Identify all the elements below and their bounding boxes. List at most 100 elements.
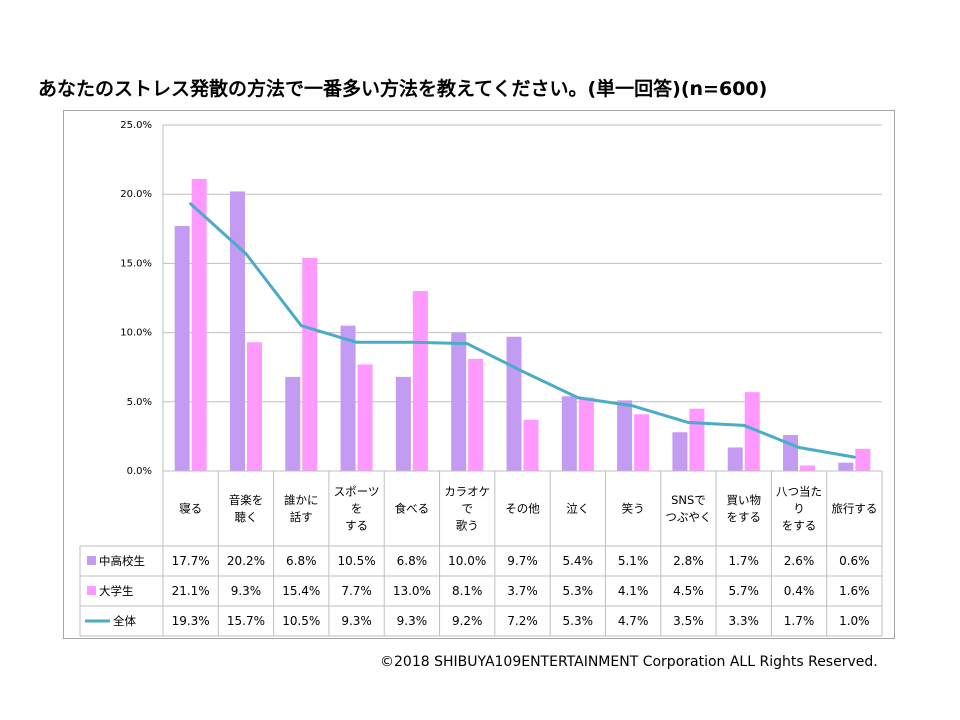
legend-label: 全体 xyxy=(113,614,136,628)
data-label: 3.7% xyxy=(507,584,538,598)
legend-swatch-series2 xyxy=(87,586,96,595)
bar-series1 xyxy=(229,191,245,471)
bar-series2 xyxy=(744,392,760,471)
category-label: する xyxy=(345,519,368,533)
bar-series1 xyxy=(285,376,301,471)
data-label: 17.7% xyxy=(172,554,210,568)
data-label: 10.5% xyxy=(282,614,320,628)
category-label: 笑う xyxy=(622,502,645,516)
category-label: カラオケ xyxy=(444,485,490,499)
category-label: 音楽を xyxy=(229,493,264,507)
line-total xyxy=(189,202,856,459)
bar-series1 xyxy=(561,396,577,471)
legend-label: 大学生 xyxy=(99,584,134,598)
category-label: 食べる xyxy=(395,502,430,516)
data-label: 19.3% xyxy=(172,614,210,628)
y-tick-label: 10.0% xyxy=(120,328,152,339)
data-label: 3.3% xyxy=(728,614,759,628)
category-label: 聴く xyxy=(234,510,257,524)
data-label: 13.0% xyxy=(393,584,431,598)
category-label: 歌う xyxy=(456,519,479,533)
data-label: 1.7% xyxy=(784,614,815,628)
data-label: 1.6% xyxy=(839,584,870,598)
data-label: 5.1% xyxy=(618,554,649,568)
bar-series1 xyxy=(727,447,743,471)
data-label: 9.7% xyxy=(507,554,538,568)
legend-label: 中高校生 xyxy=(99,554,145,568)
category-label: SNSで xyxy=(671,493,706,507)
bar-series2 xyxy=(689,408,705,471)
data-label: 10.5% xyxy=(338,554,376,568)
data-label: 1.0% xyxy=(839,614,870,628)
copyright-notice: ©2018 SHIBUYA109ENTERTAINMENT Corporatio… xyxy=(380,654,878,670)
data-label: 5.3% xyxy=(563,614,594,628)
category-label: 買い物 xyxy=(726,493,761,507)
category-label: で xyxy=(461,502,473,516)
data-label: 21.1% xyxy=(172,584,210,598)
bar-series2 xyxy=(800,465,816,471)
bar-series1 xyxy=(451,332,467,471)
category-label: スポーツ xyxy=(334,485,380,499)
data-label: 0.4% xyxy=(784,584,815,598)
bar-series2 xyxy=(412,291,428,471)
data-label: 15.7% xyxy=(227,614,265,628)
data-label: 1.7% xyxy=(728,554,759,568)
bar-series2 xyxy=(855,448,871,471)
data-label: 2.6% xyxy=(784,554,815,568)
bar-series2 xyxy=(468,358,484,471)
data-label: 2.8% xyxy=(673,554,704,568)
category-label: 誰かに xyxy=(284,493,319,507)
category-label: り xyxy=(793,502,805,516)
data-label: 9.3% xyxy=(341,614,372,628)
category-label: 八つ当た xyxy=(776,485,822,499)
data-label: 9.2% xyxy=(452,614,483,628)
data-label: 10.0% xyxy=(448,554,486,568)
bar-series1 xyxy=(340,325,356,471)
bar-series2 xyxy=(523,419,539,471)
data-label: 5.7% xyxy=(728,584,759,598)
bar-series2 xyxy=(191,178,207,471)
y-tick-label: 25.0% xyxy=(120,120,152,131)
bar-series2 xyxy=(634,414,650,471)
y-tick-label: 15.0% xyxy=(120,258,152,269)
category-label: つぶやく xyxy=(665,510,711,524)
bar-series2 xyxy=(302,257,318,471)
category-label: その他 xyxy=(505,502,540,516)
data-label: 7.2% xyxy=(507,614,538,628)
data-label: 0.6% xyxy=(839,554,870,568)
category-label: 旅行する xyxy=(831,502,877,516)
category-label: をする xyxy=(782,519,817,533)
bar-series1 xyxy=(617,400,633,471)
bar-series2 xyxy=(357,364,373,471)
category-label: を xyxy=(351,502,363,516)
bar-series2 xyxy=(578,397,594,471)
data-label: 7.7% xyxy=(341,584,372,598)
data-label: 4.5% xyxy=(673,584,704,598)
category-label: 泣く xyxy=(566,502,589,516)
data-label: 8.1% xyxy=(452,584,483,598)
category-label: 寝る xyxy=(179,502,202,516)
data-label: 5.4% xyxy=(563,554,594,568)
chart-frame xyxy=(63,110,895,639)
data-label: 6.8% xyxy=(397,554,428,568)
bar-series1 xyxy=(395,376,411,471)
bar-series1 xyxy=(672,432,688,471)
data-label: 15.4% xyxy=(282,584,320,598)
data-label: 9.3% xyxy=(231,584,262,598)
legend-swatch-series1 xyxy=(87,556,96,565)
data-label: 3.5% xyxy=(673,614,704,628)
bar-series2 xyxy=(246,342,262,471)
bar-series1 xyxy=(838,462,854,471)
category-label: 話す xyxy=(290,510,313,524)
data-label: 5.3% xyxy=(563,584,594,598)
data-label: 9.3% xyxy=(397,614,428,628)
data-label: 4.1% xyxy=(618,584,649,598)
bar-series1 xyxy=(506,336,522,471)
y-tick-label: 0.0% xyxy=(127,466,152,477)
category-label: をする xyxy=(726,510,761,524)
data-label: 4.7% xyxy=(618,614,649,628)
data-label: 20.2% xyxy=(227,554,265,568)
y-tick-label: 5.0% xyxy=(127,397,152,408)
bar-series1 xyxy=(174,226,190,471)
